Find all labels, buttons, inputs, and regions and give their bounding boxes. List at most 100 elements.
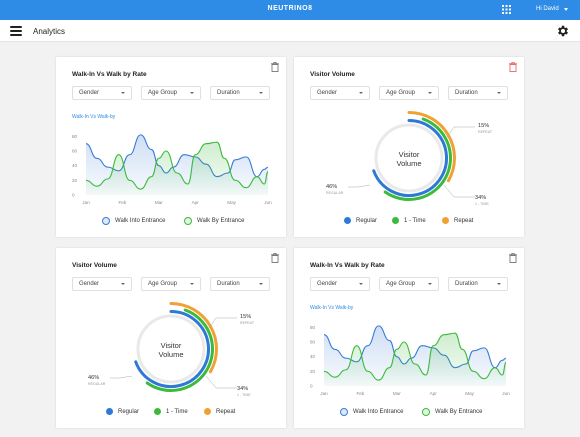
regular-pct-label: 46% — [326, 184, 337, 190]
legend-label: Walk By Entrance — [197, 218, 245, 224]
regular-label: REGULAR — [88, 382, 106, 386]
hamburger-menu-icon[interactable] — [10, 26, 22, 36]
donut-slice-1 — [145, 308, 214, 392]
x-tick-label: May — [227, 200, 236, 205]
duration-dropdown[interactable]: Duration — [448, 86, 508, 100]
x-tick-label: Mar — [393, 391, 401, 396]
gender-dropdown[interactable]: Gender — [310, 277, 370, 291]
age-group-dropdown[interactable]: Age Group — [141, 86, 201, 100]
visitor-volume-card: Visitor Volume Gender Age Group Duration… — [294, 57, 524, 237]
x-tick-label: May — [465, 391, 474, 396]
donut-center-ring — [136, 314, 206, 384]
page-header: Analytics — [0, 20, 580, 42]
page-title: Analytics — [33, 27, 66, 36]
walk-rate-card: Walk-In Vs Walk by Rate Gender Age Group… — [294, 248, 524, 428]
y-tick-label: 40 — [310, 354, 316, 359]
y-tick-label: 20 — [310, 369, 316, 374]
leader-line — [446, 126, 475, 138]
walk-rate-card: Walk-In Vs Walk by Rate Gender Age Group… — [56, 57, 286, 237]
gear-icon[interactable] — [556, 24, 570, 38]
legend-label: Repeat — [216, 408, 236, 415]
leader-line — [443, 184, 475, 198]
legend-one-time[interactable]: 1 - Time — [154, 408, 188, 415]
legend-walk-by[interactable]: Walk By Entrance — [422, 408, 482, 416]
regular-label: REGULAR — [326, 191, 344, 195]
brand-title: NEUTRINO8 — [267, 5, 313, 12]
y-tick-label: 60 — [310, 340, 316, 345]
age-group-dropdown[interactable]: Age Group — [379, 86, 439, 100]
duration-dropdown[interactable]: Duration — [210, 86, 270, 100]
legend-walk-by[interactable]: Walk By Entrance — [184, 217, 244, 225]
card-title: Visitor Volume — [72, 262, 117, 269]
x-tick-label: Feb — [118, 200, 126, 205]
series-area-1 — [324, 333, 506, 386]
donut-center-label: Visitor — [399, 150, 420, 159]
duration-dropdown[interactable]: Duration — [210, 277, 270, 291]
y-tick-label: 60 — [72, 149, 78, 154]
legend-label: 1 - Time — [166, 408, 188, 415]
series-area-1 — [86, 142, 268, 195]
legend-label: Walk Into Entrance — [353, 409, 404, 415]
legend-regular[interactable]: Regular — [344, 217, 377, 224]
one-time-label: 1 - TIME — [237, 393, 251, 397]
one-time-label: 1 - TIME — [475, 202, 489, 206]
one-time-pct-label: 34% — [237, 386, 248, 392]
chart-subtitle: Walk-In Vs Walk-by — [310, 305, 354, 311]
repeat-label: REPEAT — [478, 130, 493, 134]
legend-walk-into[interactable]: Walk Into Entrance — [340, 408, 403, 416]
repeat-pct-label: 15% — [240, 314, 251, 320]
gender-dropdown[interactable]: Gender — [72, 86, 132, 100]
trash-icon[interactable] — [271, 62, 279, 72]
donut-center-ring — [374, 123, 444, 193]
trash-icon[interactable] — [271, 253, 279, 263]
legend-label: Walk By Entrance — [435, 409, 483, 415]
y-tick-label: 0 — [310, 384, 313, 389]
y-tick-label: 20 — [72, 178, 78, 183]
legend-one-time[interactable]: 1 - Time — [392, 217, 426, 224]
duration-dropdown[interactable]: Duration — [448, 277, 508, 291]
series-line-1 — [85, 141, 269, 190]
legend-label: 1 - Time — [404, 217, 426, 224]
visitor-volume-card: Visitor Volume Gender Age Group Duration… — [56, 248, 286, 428]
chart-subtitle: Walk-In Vs Walk-by — [72, 114, 116, 120]
card-title: Walk-In Vs Walk by Rate — [310, 262, 385, 269]
x-tick-label: Mar — [155, 200, 163, 205]
x-tick-label: Jun — [264, 200, 272, 205]
donut-center-label: Volume — [158, 350, 183, 359]
x-tick-label: Apr — [430, 391, 438, 396]
legend-repeat[interactable]: Repeat — [204, 408, 235, 415]
donut-center-label: Visitor — [161, 341, 182, 350]
trash-icon[interactable] — [509, 62, 517, 72]
leader-line — [205, 375, 237, 389]
legend-repeat[interactable]: Repeat — [442, 217, 473, 224]
x-tick-label: Apr — [192, 200, 200, 205]
legend-regular[interactable]: Regular — [106, 408, 139, 415]
one-time-pct-label: 34% — [475, 195, 486, 201]
gender-dropdown[interactable]: Gender — [310, 86, 370, 100]
user-menu[interactable]: Hi David — [536, 6, 559, 12]
repeat-label: REPEAT — [240, 321, 255, 325]
card-title: Walk-In Vs Walk by Rate — [72, 71, 147, 78]
trash-icon[interactable] — [509, 253, 517, 263]
legend-walk-into[interactable]: Walk Into Entrance — [102, 217, 165, 225]
age-group-dropdown[interactable]: Age Group — [141, 277, 201, 291]
legend-label: Regular — [118, 408, 140, 415]
y-tick-label: 0 — [72, 193, 75, 198]
x-tick-label: Jun — [502, 391, 510, 396]
card-title: Visitor Volume — [310, 71, 355, 78]
donut-slice-0 — [134, 310, 210, 388]
walk-rate-chart: Walk-In Vs Walk-by 0 20 40 60 80 Jan Feb Mar Apr M… — [72, 114, 272, 205]
repeat-pct-label: 15% — [478, 123, 489, 129]
x-tick-label: Feb — [356, 391, 364, 396]
age-group-dropdown[interactable]: Age Group — [379, 277, 439, 291]
legend-label: Walk Into Entrance — [115, 218, 166, 224]
legend-label: Repeat — [454, 217, 474, 224]
top-bar: NEUTRINO8 Hi David — [0, 0, 580, 20]
donut-center-label: Volume — [396, 159, 421, 168]
y-tick-label: 80 — [310, 325, 316, 330]
chevron-down-icon[interactable] — [564, 8, 568, 11]
gender-dropdown[interactable]: Gender — [72, 277, 132, 291]
series-line-1 — [323, 332, 507, 381]
apps-grid-icon[interactable] — [502, 5, 511, 14]
x-tick-label: Jan — [82, 200, 90, 205]
